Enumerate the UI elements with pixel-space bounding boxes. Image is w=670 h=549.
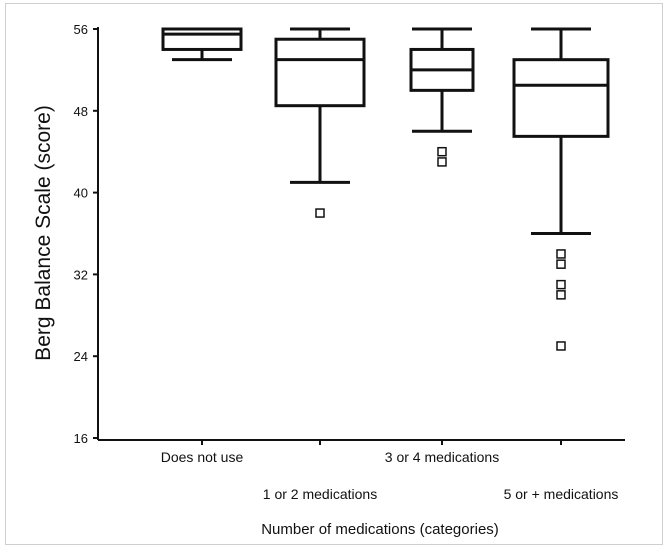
box-group xyxy=(409,27,475,167)
category-label: 1 or 2 medications xyxy=(263,486,377,502)
box-group xyxy=(161,27,243,62)
y-ticks: 16 24 32 40 48 56 xyxy=(74,22,98,446)
box-group xyxy=(512,27,610,351)
y-tick-label: 32 xyxy=(74,267,88,282)
outlier-point xyxy=(556,249,566,259)
box-group xyxy=(274,27,366,218)
box-iqr xyxy=(512,58,610,138)
category-label: Does not use xyxy=(161,449,244,465)
x-ticks: Does not use 1 or 2 medications 3 or 4 med… xyxy=(161,440,619,502)
y-tick-label: 40 xyxy=(74,186,88,201)
outlier-point xyxy=(556,341,566,351)
outlier-point xyxy=(437,146,447,157)
y-axis-title: Berg Balance Scale (score) xyxy=(32,105,55,361)
y-tick-label: 48 xyxy=(74,104,88,119)
y-tick-label: 56 xyxy=(74,22,88,37)
axes xyxy=(97,27,625,441)
boxes xyxy=(161,27,610,351)
y-tick-label: 24 xyxy=(74,349,88,364)
box-iqr xyxy=(161,27,243,51)
box-iqr xyxy=(274,37,366,108)
outlier-point xyxy=(556,259,566,269)
category-label: 3 or 4 medications xyxy=(385,449,499,465)
category-label: 5 or + medications xyxy=(504,486,619,502)
x-axis-title: Number of medications (categories) xyxy=(261,521,499,538)
outlier-point xyxy=(556,290,566,300)
y-tick-label: 16 xyxy=(74,431,88,446)
outlier-point xyxy=(437,157,447,167)
outlier-point xyxy=(315,208,325,218)
outlier-point xyxy=(556,279,566,290)
